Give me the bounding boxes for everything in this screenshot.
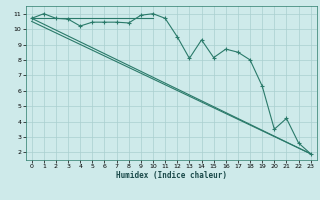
X-axis label: Humidex (Indice chaleur): Humidex (Indice chaleur) — [116, 171, 227, 180]
